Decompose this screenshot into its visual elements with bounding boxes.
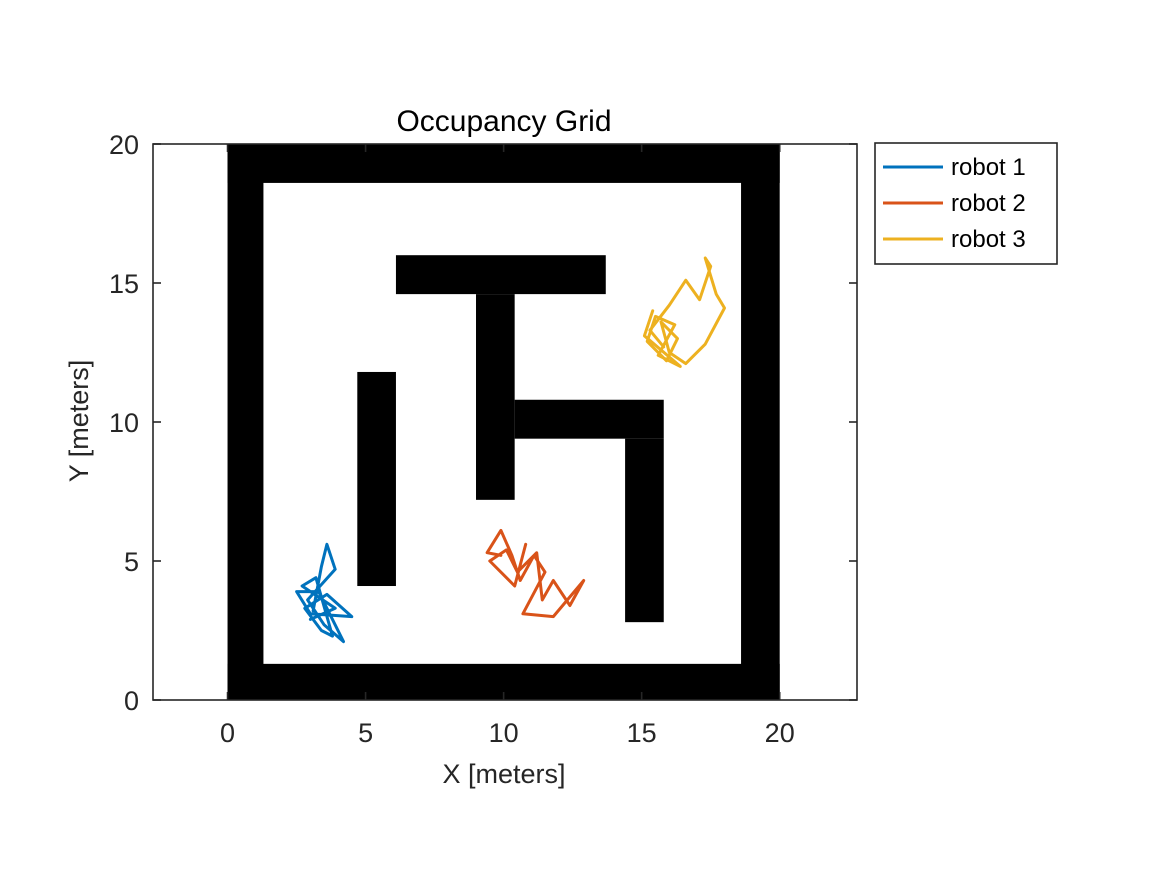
obstacle-7 xyxy=(514,399,664,439)
chart-title: Occupancy Grid xyxy=(396,105,611,138)
x-tick-label-20: 20 xyxy=(765,718,795,748)
obstacle-3 xyxy=(227,144,264,700)
series-line-robot-1 xyxy=(295,542,354,644)
x-axis-label: X [meters] xyxy=(442,759,565,789)
obstacle-9 xyxy=(357,371,396,587)
y-tick-label-0: 0 xyxy=(124,686,139,716)
y-tick-label-10: 10 xyxy=(109,408,139,438)
obstacle-8 xyxy=(625,438,664,623)
legend-label-robot-1: robot 1 xyxy=(951,154,1026,181)
x-tick-label-5: 5 xyxy=(358,718,373,748)
obstacle-4 xyxy=(741,144,780,700)
plot-area xyxy=(227,144,780,700)
obstacle-5 xyxy=(395,255,606,295)
y-axis-label: Y [meters] xyxy=(64,360,94,483)
series-line-robot-3 xyxy=(642,256,726,368)
x-tick-label-15: 15 xyxy=(627,718,657,748)
obstacle-6 xyxy=(476,294,515,500)
x-tick-label-10: 10 xyxy=(489,718,519,748)
legend: robot 1 robot 2 robot 3 xyxy=(874,142,1058,265)
y-tick-label-20: 20 xyxy=(109,130,139,160)
y-tick-label-15: 15 xyxy=(109,269,139,299)
axes-layer: 0 5 10 15 20 0 5 10 15 20 xyxy=(109,130,858,748)
legend-label-robot-3: robot 3 xyxy=(951,226,1026,253)
x-tick-label-0: 0 xyxy=(220,718,235,748)
series-line-robot-2 xyxy=(485,528,586,619)
y-tick-label-5: 5 xyxy=(124,547,139,577)
legend-label-robot-2: robot 2 xyxy=(951,190,1026,217)
